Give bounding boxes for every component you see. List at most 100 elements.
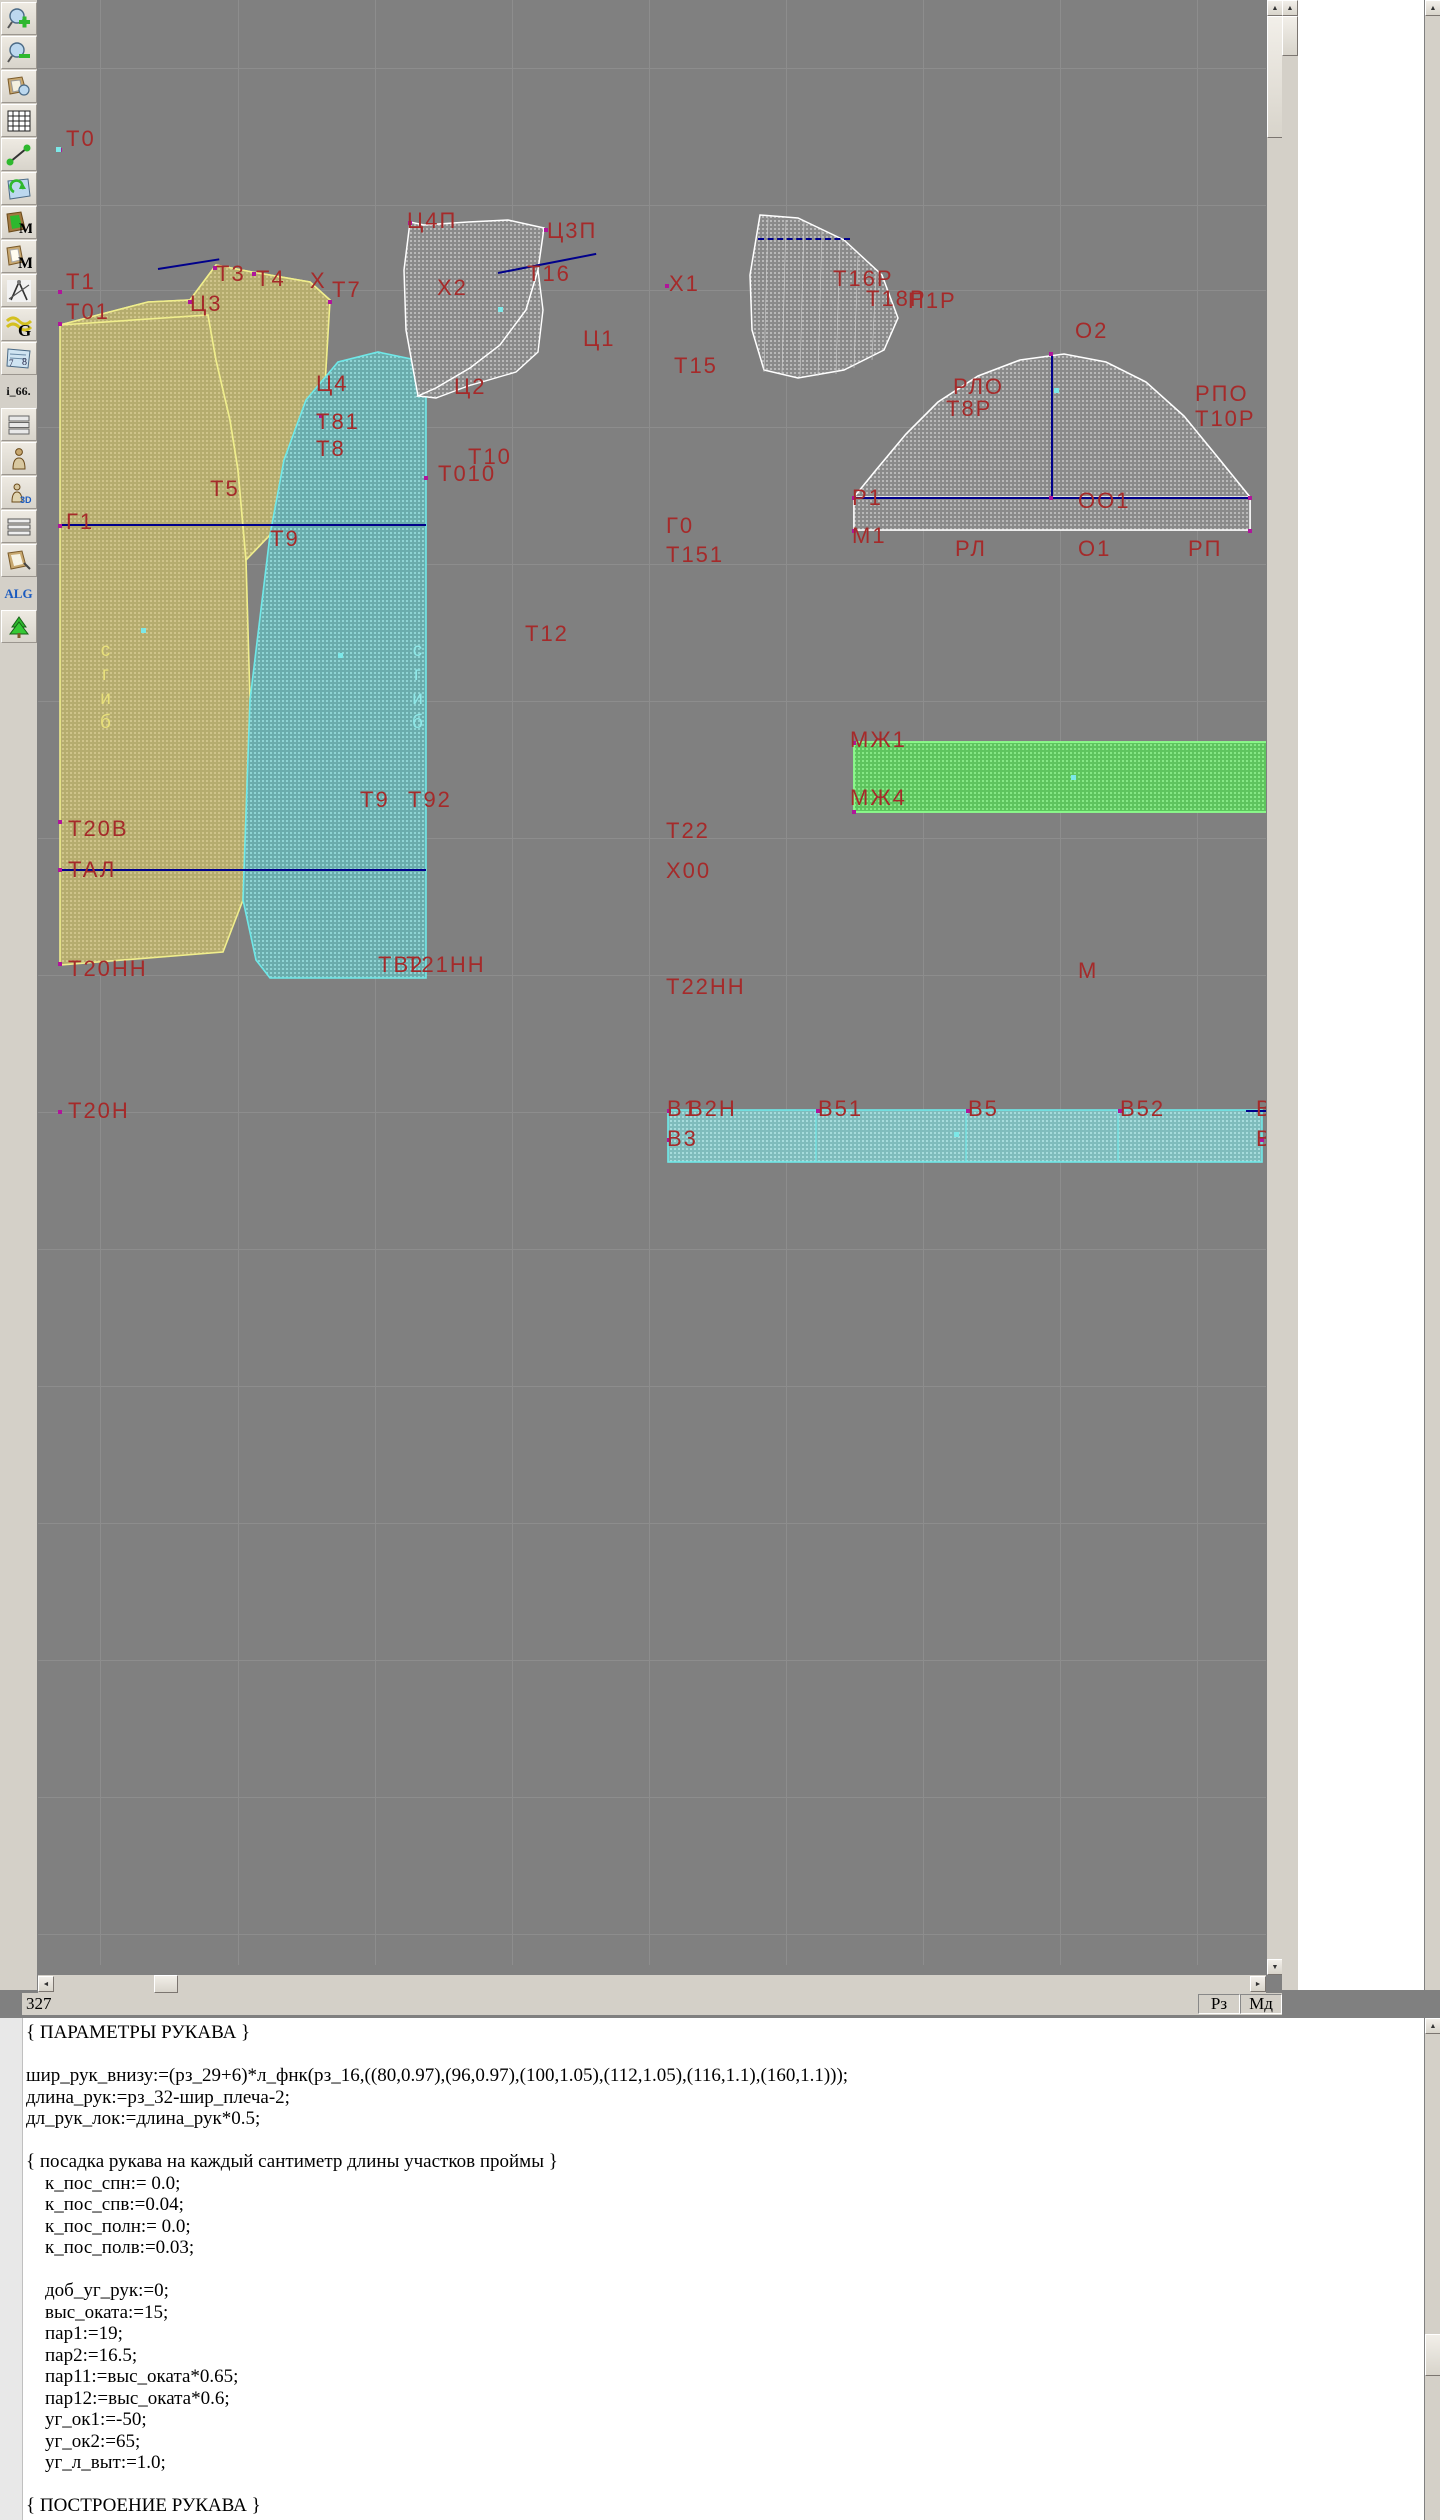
code-editor[interactable]: { ПАРАМЕТРЫ РУКАВА } шир_рук_внизу:=(рз_… <box>0 2018 1424 2520</box>
alg-label[interactable]: ALG <box>1 578 36 609</box>
grid-line <box>38 1934 1266 1935</box>
highlight-marker <box>1054 388 1059 393</box>
fold-text-back: сгиб <box>95 640 116 736</box>
cmd-scroll-up-button[interactable]: ▲ <box>1282 0 1298 16</box>
point-marker <box>58 322 62 326</box>
editor-code-text[interactable]: { ПАРАМЕТРЫ РУКАВА } шир_рук_внизу:=(рз_… <box>26 2022 849 2516</box>
scroll-down-button[interactable]: ▼ <box>1267 1959 1283 1975</box>
three-d-icon[interactable]: 3D <box>0 476 37 509</box>
point-marker <box>816 1109 820 1113</box>
point-marker <box>319 414 323 418</box>
scroll-up-button[interactable]: ▲ <box>1267 0 1283 16</box>
svg-text:3D: 3D <box>20 495 32 505</box>
scroll-thumb-vertical[interactable] <box>1267 16 1283 138</box>
point-marker <box>966 1109 970 1113</box>
point-marker <box>58 290 62 294</box>
grid-line <box>512 0 513 1965</box>
waist-line <box>60 869 426 871</box>
grid-line <box>375 0 376 1965</box>
pattern-pieces-svg <box>59 214 1266 1163</box>
measure-line-icon[interactable] <box>0 138 37 171</box>
point-marker <box>1118 1109 1122 1113</box>
zoom-out-icon[interactable] <box>0 36 37 69</box>
model-m-icon[interactable]: M <box>0 206 37 239</box>
point-marker <box>213 266 217 270</box>
piece-waistband <box>667 1109 1263 1163</box>
highlight-marker <box>338 653 343 658</box>
grid-line <box>38 1386 1266 1387</box>
grade-g-icon[interactable]: G <box>0 308 37 341</box>
point-marker <box>328 300 332 304</box>
point-marker <box>852 529 856 533</box>
grid-line <box>1197 0 1198 1965</box>
canvas-horizontal-scrollbar[interactable]: ◄ ► <box>38 1975 1266 1993</box>
highlight-marker <box>141 628 146 633</box>
sleeve-cap-base <box>853 496 1251 531</box>
grid-line <box>38 1660 1266 1661</box>
editor-gutter <box>0 2018 23 2520</box>
waistband-notches <box>815 1110 1119 1162</box>
grid-line <box>38 1797 1266 1798</box>
grid-line <box>38 1249 1266 1250</box>
canvas-inner[interactable]: сгиб сгиб <box>38 0 1266 1965</box>
grid-line <box>38 838 1266 839</box>
point-marker <box>58 868 62 872</box>
piece-side-panel <box>749 214 899 379</box>
svg-text:7: 7 <box>9 358 14 368</box>
editor-scroll-up-button[interactable]: ▲ <box>1425 2018 1440 2034</box>
point-marker <box>58 962 62 966</box>
grid-icon[interactable] <box>0 104 37 137</box>
command-panel-right-scrollbar[interactable]: ▲ <box>1424 0 1440 1990</box>
scroll-right-button[interactable]: ► <box>1250 1976 1266 1992</box>
editor-scroll-thumb[interactable] <box>1425 2334 1440 2376</box>
point-marker <box>58 820 62 824</box>
grid-line <box>649 0 650 1965</box>
command-panel[interactable] <box>1282 0 1440 1990</box>
grid-line <box>38 975 1266 976</box>
alg-text: ALG <box>4 585 33 601</box>
grid-line <box>923 0 924 1965</box>
cmd-right-scroll-up-button[interactable]: ▲ <box>1425 0 1440 16</box>
point-marker <box>408 221 412 225</box>
layers-icon[interactable] <box>0 408 37 441</box>
marker-icon[interactable] <box>0 544 37 577</box>
cmd-scroll-thumb[interactable] <box>1282 16 1298 56</box>
grid-line <box>100 0 101 1965</box>
status-cell-model[interactable]: Мд <box>1240 1994 1282 2014</box>
editor-scrollbar[interactable]: ▲ <box>1424 2018 1440 2520</box>
person-icon[interactable] <box>0 442 37 475</box>
tree-icon[interactable] <box>0 610 37 643</box>
svg-text:M: M <box>18 255 32 269</box>
svg-text:8: 8 <box>22 357 27 368</box>
point-marker <box>1049 352 1053 356</box>
sheets-icon[interactable] <box>0 510 37 543</box>
pattern-zoom-icon[interactable] <box>0 70 37 103</box>
point-marker <box>58 524 62 528</box>
chest-line <box>60 524 426 526</box>
drawing-canvas[interactable]: сгиб сгиб <box>38 0 1266 1990</box>
point-marker <box>852 741 856 745</box>
canvas-vertical-scrollbar[interactable]: ▲ ▼ <box>1266 0 1283 1975</box>
point-marker <box>667 1138 671 1142</box>
command-panel-left-scrollbar[interactable]: ▲ <box>1282 0 1298 1990</box>
highlight-marker <box>1071 775 1076 780</box>
status-cell-razmer[interactable]: Рз <box>1198 1994 1240 2014</box>
piece-yoke-lower <box>415 269 544 399</box>
compass-icon[interactable] <box>0 274 37 307</box>
highlight-marker <box>954 1132 959 1137</box>
refresh-pattern-icon[interactable] <box>0 172 37 205</box>
scroll-thumb-horizontal[interactable] <box>154 1975 178 1993</box>
point-marker <box>1049 496 1053 500</box>
point-marker <box>424 476 428 480</box>
grid-line <box>38 1523 1266 1524</box>
grid-line <box>38 205 1266 206</box>
scroll-left-button[interactable]: ◄ <box>38 1976 54 1992</box>
grid-line <box>38 564 1266 565</box>
piece-back-bodice <box>59 299 251 966</box>
point-marker <box>1260 1138 1264 1142</box>
zoom-in-icon[interactable] <box>0 2 37 35</box>
pattern-pages-icon[interactable]: M <box>0 240 37 273</box>
status-bar: 327 Рз Мд <box>22 1993 1282 2015</box>
